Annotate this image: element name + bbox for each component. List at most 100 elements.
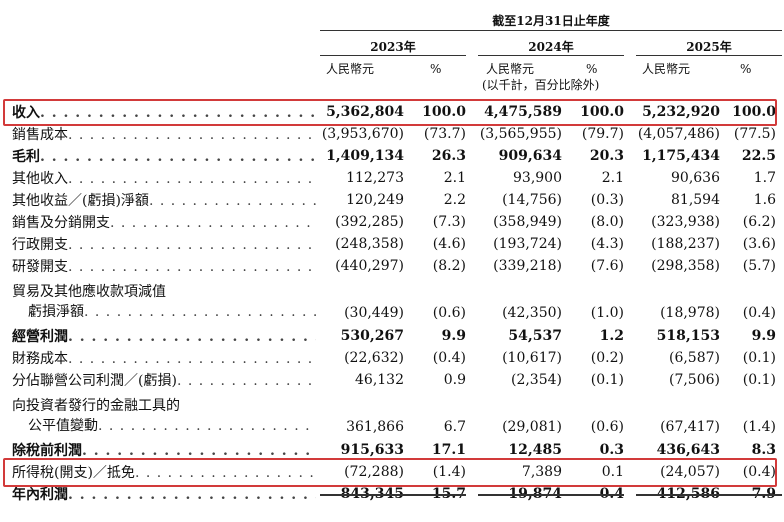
percent-2025: 1.7: [753, 170, 776, 186]
value-2024: 54,537: [508, 328, 562, 344]
row-label: 除稅前利潤 . . . . . . . . . . . . . . . . . …: [0, 439, 316, 461]
value-2025: (18,978): [660, 305, 720, 321]
percent-2025: (0.1): [742, 350, 776, 366]
percent-2024: (8.0): [590, 214, 624, 230]
leader-dots: . . . . . . . . . . . . . . . . . . . . …: [176, 373, 316, 389]
table-row-finance-costs: 財務成本 . . . . . . . . . . . . . . . . . .…: [0, 347, 784, 369]
leader-dots: . . . . . . . . . . . . . . . . . . . . …: [98, 418, 316, 434]
row-label: 分佔聯營公司利潤／(虧損) . . . . . . . . . . . . . …: [0, 369, 316, 391]
table-row-selling-expenses: 銷售及分銷開支 . . . . . . . . . . . . . . . . …: [0, 211, 784, 233]
value-2023: 1,409,134: [326, 148, 404, 164]
row-label-text: 毛利: [12, 149, 40, 165]
leader-dots: . . . . . . . . . . . . . . . . . . . . …: [68, 329, 316, 345]
table-row-revenue: 收入 . . . . . . . . . . . . . . . . . . .…: [0, 101, 784, 123]
unit-2025: 人民幣元: [642, 62, 691, 76]
percent-2024: 0.3: [599, 442, 624, 458]
leader-dots: . . . . . . . . . . . . . . . . . . . . …: [148, 193, 316, 209]
percent-2025: (77.5): [733, 126, 776, 142]
percent-2023: 100.0: [422, 104, 466, 120]
row-label-line1: 貿易及其他應收款項減值: [12, 284, 166, 300]
percent-2023: (0.4): [432, 350, 466, 366]
value-2024: 4,475,589: [484, 104, 562, 120]
value-2023: 915,633: [340, 442, 404, 458]
percent-2025: 100.0: [732, 104, 776, 120]
year-2025-header: 2025年: [686, 40, 732, 54]
value-2025: 1,175,434: [642, 148, 720, 164]
value-2025: (323,938): [651, 214, 720, 230]
value-2024: (2,354): [510, 372, 562, 388]
row-label-text: 所得稅(開支)／抵免: [12, 465, 135, 481]
double-rule-2025: [636, 494, 782, 496]
value-2025: 436,643: [656, 442, 720, 458]
value-2024: (14,756): [502, 192, 562, 208]
leader-dots: . . . . . . . . . . . . . . . . . . . . …: [68, 259, 316, 275]
pct-2024: %: [586, 62, 598, 76]
row-label-line2: 公平值變動: [28, 418, 98, 434]
percent-2024: 2.1: [601, 170, 624, 186]
row-label: 其他收入 . . . . . . . . . . . . . . . . . .…: [0, 167, 316, 189]
value-2024: (193,724): [493, 236, 562, 252]
value-2023: 46,132: [355, 372, 404, 388]
leader-dots: . . . . . . . . . . . . . . . . . . . . …: [40, 149, 316, 165]
percent-2024: 1.2: [599, 328, 624, 344]
percent-2023: (7.3): [432, 214, 466, 230]
value-2025: 81,594: [671, 192, 720, 208]
percent-2025: (0.4): [742, 305, 776, 321]
leader-dots: . . . . . . . . . . . . . . . . . . . . …: [134, 465, 316, 481]
percent-2024: 20.3: [589, 148, 624, 164]
percent-2023: 6.7: [443, 419, 466, 435]
percent-2024: (0.2): [590, 350, 624, 366]
percent-2025: 9.9: [751, 328, 776, 344]
percent-2025: (1.4): [742, 419, 776, 435]
year-2023-rule: [320, 55, 466, 56]
double-rule-2023: [320, 494, 466, 496]
value-2023: 112,273: [346, 170, 404, 186]
period-heading: 截至12月31日止年度: [492, 14, 610, 28]
value-2024: (29,081): [502, 419, 562, 435]
row-label: 研發開支 . . . . . . . . . . . . . . . . . .…: [0, 255, 316, 277]
year-2025-rule: [636, 55, 782, 56]
percent-2023: 26.3: [431, 148, 466, 164]
value-2024: (10,617): [502, 350, 562, 366]
row-label: 向投資者發行的金融工具的 公平值變動. . . . . . . . . . . .…: [0, 391, 316, 439]
double-rule-2024: [478, 494, 624, 496]
percent-2023: 17.1: [431, 442, 466, 458]
row-label-text: 研發開支: [12, 259, 68, 275]
value-2025: (188,237): [651, 236, 720, 252]
row-label-text: 收入: [12, 105, 40, 121]
value-2023: 120,249: [346, 192, 404, 208]
income-table: 收入 . . . . . . . . . . . . . . . . . . .…: [0, 101, 784, 505]
percent-2025: 1.6: [753, 192, 776, 208]
percent-2025: (0.1): [742, 372, 776, 388]
percent-2025: 22.5: [741, 148, 776, 164]
value-2023: (72,288): [344, 464, 404, 480]
unit-2023: 人民幣元: [326, 62, 375, 76]
row-label: 行政開支 . . . . . . . . . . . . . . . . . .…: [0, 233, 316, 255]
percent-2025: (0.4): [742, 464, 776, 480]
table-row-other-income: 其他收入 . . . . . . . . . . . . . . . . . .…: [0, 167, 784, 189]
value-2025: (7,506): [668, 372, 720, 388]
value-2024: 12,485: [508, 442, 562, 458]
percent-2025: (3.6): [742, 236, 776, 252]
row-label: 收入 . . . . . . . . . . . . . . . . . . .…: [0, 101, 316, 123]
table-row-cost-of-sales: 銷售成本 . . . . . . . . . . . . . . . . . .…: [0, 123, 784, 145]
value-2024: 7,389: [521, 464, 562, 480]
percent-2024: (4.3): [590, 236, 624, 252]
percent-2023: (4.6): [432, 236, 466, 252]
row-label: 毛利 . . . . . . . . . . . . . . . . . . .…: [0, 145, 316, 167]
row-label: 銷售及分銷開支 . . . . . . . . . . . . . . . . …: [0, 211, 316, 233]
table-row-other-gains: 其他收益／(虧損)淨額 . . . . . . . . . . . . . . …: [0, 189, 784, 211]
year-2024-header: 2024年: [528, 40, 574, 54]
table-row-admin-expenses: 行政開支 . . . . . . . . . . . . . . . . . .…: [0, 233, 784, 255]
year-2024-rule: [478, 55, 624, 56]
table-row-operating-profit: 經營利潤 . . . . . . . . . . . . . . . . . .…: [0, 325, 784, 347]
value-2023: (30,449): [344, 305, 404, 321]
row-label-text: 財務成本: [12, 351, 68, 367]
period-rule: [320, 30, 782, 31]
table-row-income-tax: 所得稅(開支)／抵免 . . . . . . . . . . . . . . .…: [0, 461, 784, 483]
row-label: 年內利潤 . . . . . . . . . . . . . . . . . .…: [0, 483, 316, 505]
row-label: 貿易及其他應收款項減值 虧損淨額. . . . . . . . . . . . .…: [0, 277, 316, 325]
table-row-rd-expenses: 研發開支 . . . . . . . . . . . . . . . . . .…: [0, 255, 784, 277]
leader-dots: . . . . . . . . . . . . . . . . . . . . …: [68, 171, 316, 187]
percent-2024: (0.6): [590, 419, 624, 435]
